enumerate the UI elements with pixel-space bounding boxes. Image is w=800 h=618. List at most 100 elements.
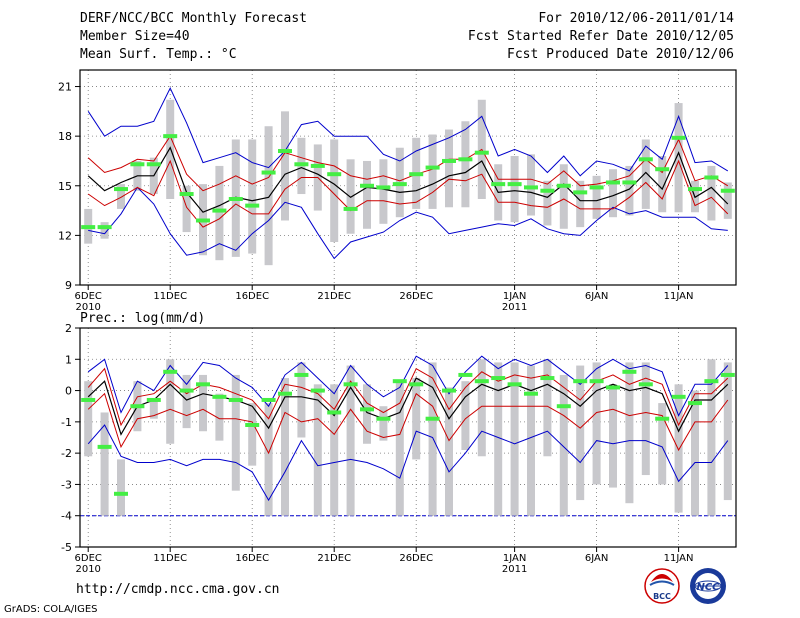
mean-marker <box>425 165 440 170</box>
mean-marker <box>376 185 391 190</box>
mean-marker <box>688 401 702 406</box>
x-tick-label: 1JAN <box>503 291 526 302</box>
range-bar <box>100 412 109 516</box>
mean-marker <box>261 397 276 402</box>
range-bar <box>248 139 257 254</box>
mean-marker <box>573 190 588 195</box>
mean-marker <box>491 376 506 381</box>
mean-marker <box>360 183 374 188</box>
range-bar <box>461 121 470 208</box>
mean-marker <box>622 180 637 185</box>
range-bar <box>510 156 519 223</box>
mean-marker <box>294 372 309 377</box>
mean-marker <box>638 382 653 387</box>
series-median <box>87 377 729 436</box>
mean-marker <box>97 444 112 449</box>
x-year-label: 2011 <box>502 302 527 313</box>
range-bar <box>428 362 437 516</box>
mean-marker <box>360 407 374 412</box>
mean-marker <box>688 187 702 192</box>
chart-title: DERF/NCC/BCC Monthly Forecast <box>80 11 307 26</box>
x-tick-label: 11JAN <box>664 553 694 564</box>
mean-marker <box>196 218 210 223</box>
mean-marker <box>245 203 260 208</box>
range-bar <box>182 374 191 429</box>
mean-marker <box>720 188 735 193</box>
mean-marker <box>720 372 735 377</box>
range-bar <box>510 362 519 516</box>
mean-marker <box>524 391 538 396</box>
mean-marker <box>310 163 325 168</box>
x-tick-label: 16DEC <box>235 291 269 302</box>
range-bar <box>609 169 617 218</box>
mean-marker <box>507 182 522 187</box>
logos: BCC NCC <box>644 568 726 604</box>
x-tick-label: 1JAN <box>503 553 526 564</box>
y-tick-label: 0 <box>65 385 72 398</box>
series-q-upper <box>87 135 729 192</box>
y-tick-label: 15 <box>58 180 72 193</box>
range-bar <box>625 165 634 216</box>
x-tick-label: 11DEC <box>153 291 187 302</box>
range-bar <box>559 374 568 516</box>
range-bar <box>428 134 437 209</box>
x-tick-label: 11JAN <box>664 291 694 302</box>
range-bar <box>658 403 667 485</box>
bcc-logo-text: BCC <box>653 592 671 601</box>
mean-marker <box>228 397 243 402</box>
range-bar <box>395 381 404 516</box>
mean-marker <box>294 162 309 167</box>
series-q-upper <box>87 367 729 427</box>
range-bar <box>723 362 732 501</box>
range-bar <box>461 381 470 451</box>
range-bar <box>445 387 453 516</box>
x-tick-label: 26DEC <box>399 291 433 302</box>
mean-marker <box>196 382 210 387</box>
range-bar <box>215 165 224 261</box>
mean-marker <box>573 379 588 384</box>
range-bar <box>264 403 273 516</box>
variable-label: Mean Surf. Temp.: °C <box>80 47 237 62</box>
x-tick-label: 6DEC <box>75 291 102 302</box>
mean-marker <box>392 379 407 384</box>
range-bar <box>625 362 634 504</box>
range-bar <box>445 129 453 208</box>
range-bar <box>346 159 355 234</box>
mean-marker <box>179 388 194 393</box>
series-median <box>87 146 729 213</box>
series-min <box>88 186 728 260</box>
range-bar <box>527 154 535 216</box>
mean-marker <box>442 388 456 393</box>
mean-marker <box>130 162 145 167</box>
range-bar <box>477 359 486 457</box>
range-bar <box>117 459 125 516</box>
precip-panel-title: Prec.: log(mm/d) <box>80 311 205 326</box>
series-max <box>87 87 729 177</box>
mean-marker <box>425 416 440 421</box>
x-year-label: 2010 <box>75 302 100 313</box>
range-bar <box>149 399 158 419</box>
header-left: DERF/NCC/BCC Monthly Forecast Member Siz… <box>80 10 307 64</box>
mean-marker <box>81 225 96 230</box>
x-tick-label: 6DEC <box>75 553 102 564</box>
mean-marker <box>130 404 145 409</box>
range-bar <box>543 359 552 457</box>
range-bar <box>117 184 125 209</box>
range-bar <box>592 362 601 485</box>
y-tick-label: 18 <box>58 130 72 143</box>
range-bar <box>330 384 339 516</box>
mean-marker <box>327 172 342 177</box>
mean-marker <box>606 385 620 390</box>
plot-frame <box>79 327 737 548</box>
mean-marker <box>212 394 227 399</box>
range-bar <box>559 164 568 229</box>
y-tick-label: -2 <box>61 447 72 460</box>
y-tick-label: 2 <box>65 322 72 335</box>
mean-marker <box>278 391 292 396</box>
range-bar <box>281 378 289 516</box>
mean-marker <box>540 376 555 381</box>
range-bar <box>231 374 240 491</box>
range-bar <box>641 362 650 476</box>
